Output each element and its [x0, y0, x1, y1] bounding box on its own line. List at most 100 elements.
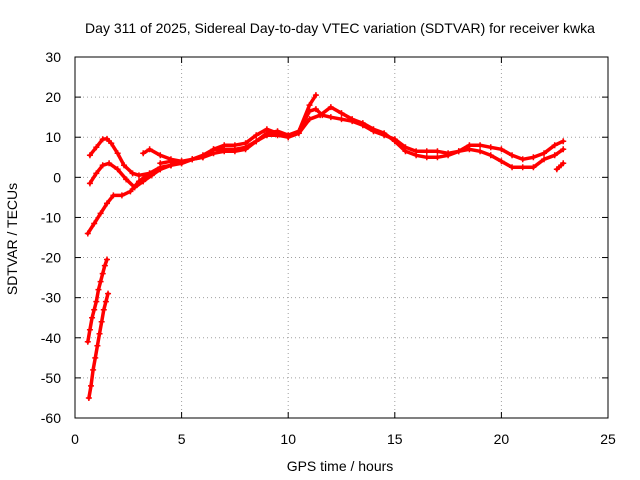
chart-title: Day 311 of 2025, Sidereal Day-to-day VTE… [85, 20, 595, 36]
data-point [84, 338, 91, 345]
data-point [306, 102, 313, 109]
data-point [123, 176, 130, 183]
data-point [381, 130, 388, 137]
data-point [423, 148, 430, 155]
data-point [94, 342, 101, 349]
data-point [312, 106, 319, 113]
data-point [178, 160, 185, 167]
data-point [498, 146, 505, 153]
data-point [85, 394, 92, 401]
data-point [317, 112, 324, 119]
data-point [560, 160, 567, 167]
data-point [89, 314, 96, 321]
data-point [157, 160, 164, 167]
data-point [402, 148, 409, 155]
x-axis-label: GPS time / hours [287, 458, 394, 474]
data-point [274, 128, 281, 135]
data-point [97, 210, 104, 217]
data-point [359, 120, 366, 127]
data-point [110, 192, 117, 199]
data-point [95, 286, 102, 293]
y-tick-label: -30 [41, 290, 61, 306]
data-point [221, 146, 228, 153]
data-point [487, 144, 494, 151]
y-tick-label: -20 [41, 250, 61, 266]
data-point [102, 298, 109, 305]
y-tick-label: 20 [45, 89, 61, 105]
y-tick-label: 30 [45, 49, 61, 65]
data-point [127, 188, 134, 195]
data-point [93, 298, 100, 305]
data-point [349, 116, 356, 123]
data-point [101, 262, 108, 269]
data-point [541, 150, 548, 157]
data-point [434, 148, 441, 155]
data-point [86, 180, 93, 187]
y-tick-label: 0 [53, 169, 61, 185]
series-arc-7 [86, 257, 109, 344]
x-tick-label: 10 [280, 431, 296, 447]
series-arc-5 [158, 93, 318, 166]
data-point [135, 178, 142, 185]
y-tick-label: 10 [45, 129, 61, 145]
data-point [306, 116, 313, 123]
data-point [103, 200, 110, 207]
data-point [519, 156, 526, 163]
data-point [530, 164, 537, 171]
data-point [90, 366, 97, 373]
axis-ticks [74, 56, 609, 419]
data-point [509, 152, 516, 159]
data-point [445, 152, 452, 159]
tick-labels: 0 5 10 15 20 25 30 20 10 0 -10 -20 -30 -40 -50 -60 [41, 49, 616, 447]
data-point [108, 140, 115, 147]
data-point [98, 318, 105, 325]
data-point [338, 116, 345, 123]
data-point [338, 110, 345, 117]
data-point [519, 164, 526, 171]
series-layer [84, 92, 567, 401]
data-point [551, 142, 558, 149]
data-point [97, 278, 104, 285]
data-point [551, 152, 558, 159]
y-tick-label: -60 [41, 410, 61, 426]
data-point [560, 146, 567, 153]
data-point [509, 164, 516, 171]
data-point [86, 152, 93, 159]
data-point [93, 144, 100, 151]
x-tick-label: 20 [494, 431, 510, 447]
data-point [87, 382, 94, 389]
data-point [434, 154, 441, 161]
data-point [285, 132, 292, 139]
y-tick-label: -50 [41, 370, 61, 386]
data-point [263, 130, 270, 137]
data-point [100, 306, 107, 313]
data-point [135, 172, 142, 179]
x-tick-label: 5 [178, 431, 186, 447]
data-point [487, 152, 494, 159]
data-point [541, 156, 548, 163]
y-tick-label: -10 [41, 209, 61, 225]
data-point [167, 158, 174, 165]
data-point [91, 306, 98, 313]
data-point [477, 142, 484, 149]
data-point [86, 326, 93, 333]
data-point [157, 152, 164, 159]
data-point [96, 330, 103, 337]
data-point [146, 170, 153, 177]
data-point [146, 146, 153, 153]
y-axis-label: SDTVAR / TECUs [4, 183, 20, 295]
data-point [553, 166, 560, 173]
grid-lines [75, 57, 608, 418]
data-point [423, 154, 430, 161]
data-point [413, 152, 420, 159]
data-point [99, 162, 106, 169]
series-arc-4 [141, 105, 565, 170]
data-point [140, 150, 147, 157]
data-point [189, 156, 196, 163]
data-point [253, 132, 260, 139]
data-point [210, 146, 217, 153]
data-point [295, 128, 302, 135]
series-arc-8 [87, 291, 110, 400]
data-point [129, 170, 136, 177]
data-point [84, 230, 91, 237]
